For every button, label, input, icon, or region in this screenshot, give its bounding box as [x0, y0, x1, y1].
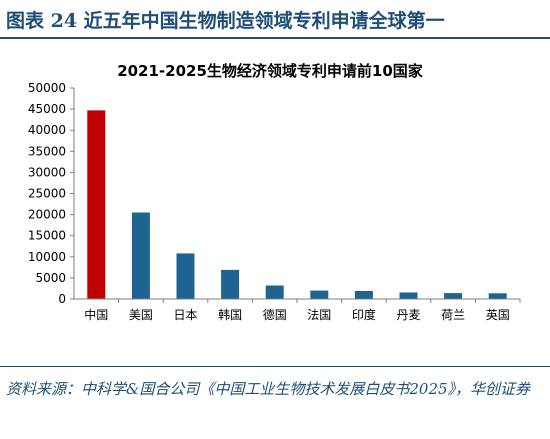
y-tick-label: 50000 [28, 81, 66, 95]
y-tick-label: 10000 [28, 250, 66, 264]
bar-chart: 2021-2025生物经济领域专利申请前10国家 0 5000 10000 15000… [28, 62, 521, 322]
header-divider [0, 37, 550, 39]
x-tick-label: 韩国 [218, 307, 242, 322]
y-axis: 0 5000 10000 15000 20000 25000 30000 35000 40000… [28, 81, 75, 306]
bar-5 [265, 285, 284, 299]
footer-divider [0, 366, 550, 367]
bar-4 [221, 269, 240, 299]
y-tick-label: 0 [58, 292, 66, 306]
figure-header: 图表 24 近五年中国生物制造领域专利申请全球第一 [0, 0, 550, 40]
bar-1 [87, 110, 106, 299]
bar-8 [399, 292, 418, 299]
x-tick-label: 美国 [129, 308, 153, 322]
x-tick-label: 英国 [486, 308, 510, 322]
bar-9 [444, 293, 463, 299]
bar-7 [354, 290, 373, 299]
y-tick-label: 15000 [28, 229, 66, 243]
figure-title: 图表 24 近五年中国生物制造领域专利申请全球第一 [6, 10, 445, 32]
bar-6 [310, 290, 329, 299]
bar-10 [488, 293, 507, 299]
bar-3 [176, 253, 195, 299]
x-tick-label: 印度 [352, 307, 376, 322]
x-tick-label: 法国 [307, 308, 331, 322]
y-tick-label: 30000 [28, 165, 66, 179]
chart-title: 2021-2025生物经济领域专利申请前10国家 [117, 62, 423, 80]
y-tick-label: 35000 [28, 144, 66, 158]
source-note: 资料来源：中科学&国合公司《中国工业生物技术发展白皮书2025》，华创证券 [6, 380, 531, 398]
chart-container: 2021-2025生物经济领域专利申请前10国家 0 5000 10000 15000… [0, 48, 550, 338]
x-tick-label: 丹麦 [396, 308, 420, 322]
x-tick-label: 荷兰 [441, 308, 465, 322]
y-tick-label: 5000 [35, 271, 66, 285]
bar-2 [131, 212, 150, 299]
bars [87, 110, 507, 299]
x-axis: 中国 美国 日本 韩国 德国 法国 印度 丹麦 荷兰 英国 [74, 298, 521, 322]
y-tick-label: 25000 [28, 187, 66, 201]
x-tick-label: 德国 [263, 307, 287, 322]
y-tick-label: 45000 [28, 102, 66, 116]
x-tick-label: 中国 [84, 307, 108, 322]
x-tick-label: 日本 [173, 308, 197, 322]
y-tick-label: 40000 [28, 123, 66, 137]
y-tick-label: 20000 [28, 208, 66, 222]
